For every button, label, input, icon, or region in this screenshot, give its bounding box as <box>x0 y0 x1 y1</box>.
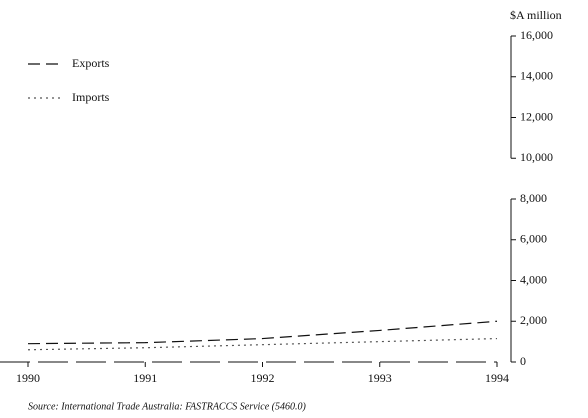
y-axis-label: $A million <box>510 8 562 22</box>
y-tick-label: 10,000 <box>520 150 553 164</box>
x-tick-label: 1994 <box>485 371 509 385</box>
series-line <box>27 337 498 351</box>
series-line <box>27 320 498 345</box>
y-tick-label: 4,000 <box>520 272 547 286</box>
legend-label: Exports <box>72 56 110 70</box>
y-tick-label: 2,000 <box>520 313 547 327</box>
x-tick-label: 1990 <box>16 371 40 385</box>
x-tick-label: 1992 <box>251 371 275 385</box>
source: Source: International Trade Australia: F… <box>28 401 307 412</box>
legend-label: Imports <box>72 90 110 104</box>
y-tick-label: 6,000 <box>520 232 547 246</box>
y-tick-label: 14,000 <box>520 69 553 83</box>
y-tick-label: 12,000 <box>520 109 553 123</box>
y-tick-label: 8,000 <box>520 191 547 205</box>
x-tick-label: 1991 <box>133 371 157 385</box>
x-tick-label: 1993 <box>368 371 392 385</box>
y-tick-label: 0 <box>520 354 526 368</box>
y-tick-label: 16,000 <box>520 28 553 42</box>
